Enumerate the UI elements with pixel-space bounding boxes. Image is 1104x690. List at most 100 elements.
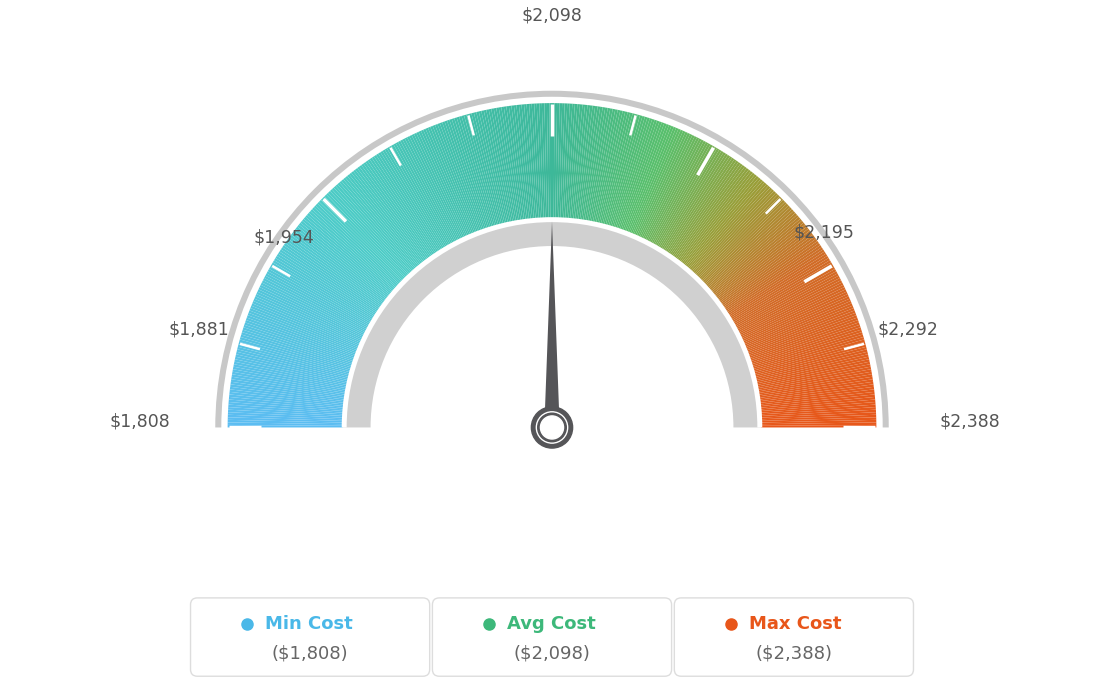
Wedge shape bbox=[519, 105, 532, 219]
Wedge shape bbox=[370, 158, 436, 255]
Wedge shape bbox=[244, 325, 353, 363]
Wedge shape bbox=[729, 254, 827, 317]
Wedge shape bbox=[418, 131, 467, 237]
Wedge shape bbox=[673, 164, 743, 259]
Wedge shape bbox=[616, 119, 655, 229]
Wedge shape bbox=[749, 317, 858, 358]
Wedge shape bbox=[702, 201, 787, 284]
Wedge shape bbox=[711, 217, 800, 293]
Wedge shape bbox=[291, 233, 385, 304]
Wedge shape bbox=[629, 126, 673, 234]
Wedge shape bbox=[459, 116, 493, 227]
Wedge shape bbox=[627, 125, 671, 233]
Wedge shape bbox=[306, 215, 394, 292]
Wedge shape bbox=[758, 382, 873, 400]
Wedge shape bbox=[700, 198, 783, 281]
Wedge shape bbox=[339, 181, 416, 270]
Wedge shape bbox=[654, 144, 713, 246]
Wedge shape bbox=[275, 256, 374, 318]
Wedge shape bbox=[742, 292, 848, 342]
Wedge shape bbox=[234, 359, 348, 385]
Wedge shape bbox=[756, 362, 870, 386]
Wedge shape bbox=[314, 206, 400, 286]
Wedge shape bbox=[733, 267, 835, 326]
Wedge shape bbox=[641, 134, 692, 239]
Wedge shape bbox=[591, 109, 615, 223]
Wedge shape bbox=[425, 128, 473, 235]
Wedge shape bbox=[439, 122, 481, 231]
Wedge shape bbox=[381, 151, 443, 250]
Wedge shape bbox=[343, 177, 418, 268]
Wedge shape bbox=[749, 315, 857, 357]
Wedge shape bbox=[583, 107, 603, 221]
Wedge shape bbox=[256, 292, 362, 342]
Wedge shape bbox=[637, 131, 686, 237]
Wedge shape bbox=[503, 106, 522, 221]
Wedge shape bbox=[246, 317, 355, 358]
Wedge shape bbox=[669, 159, 736, 255]
Wedge shape bbox=[227, 412, 343, 420]
Wedge shape bbox=[414, 133, 465, 239]
Wedge shape bbox=[760, 387, 874, 403]
Wedge shape bbox=[257, 289, 363, 340]
Wedge shape bbox=[630, 127, 676, 235]
Wedge shape bbox=[384, 148, 446, 248]
Wedge shape bbox=[471, 112, 501, 225]
Wedge shape bbox=[597, 111, 625, 224]
Text: $1,954: $1,954 bbox=[254, 229, 315, 247]
Polygon shape bbox=[544, 221, 560, 428]
Wedge shape bbox=[760, 384, 873, 402]
Wedge shape bbox=[322, 197, 405, 279]
Text: $2,098: $2,098 bbox=[521, 6, 583, 24]
Wedge shape bbox=[696, 191, 776, 276]
Wedge shape bbox=[699, 197, 782, 279]
Wedge shape bbox=[758, 377, 873, 397]
Circle shape bbox=[537, 412, 567, 443]
Wedge shape bbox=[491, 108, 514, 222]
Wedge shape bbox=[647, 139, 701, 242]
Wedge shape bbox=[657, 147, 718, 248]
Wedge shape bbox=[231, 377, 346, 397]
Wedge shape bbox=[524, 104, 535, 219]
Text: ($2,098): ($2,098) bbox=[513, 644, 591, 662]
Wedge shape bbox=[215, 90, 889, 428]
Wedge shape bbox=[349, 172, 423, 264]
Wedge shape bbox=[760, 389, 874, 404]
Wedge shape bbox=[264, 276, 368, 331]
Wedge shape bbox=[744, 299, 851, 346]
Wedge shape bbox=[321, 198, 404, 281]
Wedge shape bbox=[760, 395, 875, 408]
Wedge shape bbox=[247, 313, 357, 355]
Wedge shape bbox=[501, 107, 521, 221]
Wedge shape bbox=[469, 113, 500, 226]
Wedge shape bbox=[668, 158, 734, 255]
Wedge shape bbox=[240, 337, 351, 371]
Wedge shape bbox=[330, 189, 411, 275]
Wedge shape bbox=[537, 104, 544, 219]
Wedge shape bbox=[229, 395, 344, 408]
Wedge shape bbox=[263, 278, 367, 333]
Wedge shape bbox=[576, 106, 593, 220]
Wedge shape bbox=[254, 296, 361, 344]
Wedge shape bbox=[704, 206, 790, 286]
Wedge shape bbox=[739, 280, 842, 334]
Wedge shape bbox=[405, 137, 458, 242]
Wedge shape bbox=[757, 364, 871, 388]
Wedge shape bbox=[585, 107, 605, 221]
Wedge shape bbox=[238, 342, 350, 374]
Wedge shape bbox=[624, 123, 667, 232]
Wedge shape bbox=[761, 415, 877, 421]
Wedge shape bbox=[358, 166, 428, 260]
Wedge shape bbox=[740, 285, 845, 337]
Wedge shape bbox=[300, 221, 391, 295]
FancyBboxPatch shape bbox=[675, 598, 913, 676]
Wedge shape bbox=[730, 256, 829, 318]
Wedge shape bbox=[716, 226, 808, 299]
Wedge shape bbox=[229, 410, 343, 417]
Wedge shape bbox=[605, 114, 638, 226]
Wedge shape bbox=[284, 243, 380, 310]
Wedge shape bbox=[761, 422, 877, 426]
Wedge shape bbox=[270, 264, 371, 324]
Wedge shape bbox=[682, 175, 756, 266]
Wedge shape bbox=[744, 301, 851, 348]
